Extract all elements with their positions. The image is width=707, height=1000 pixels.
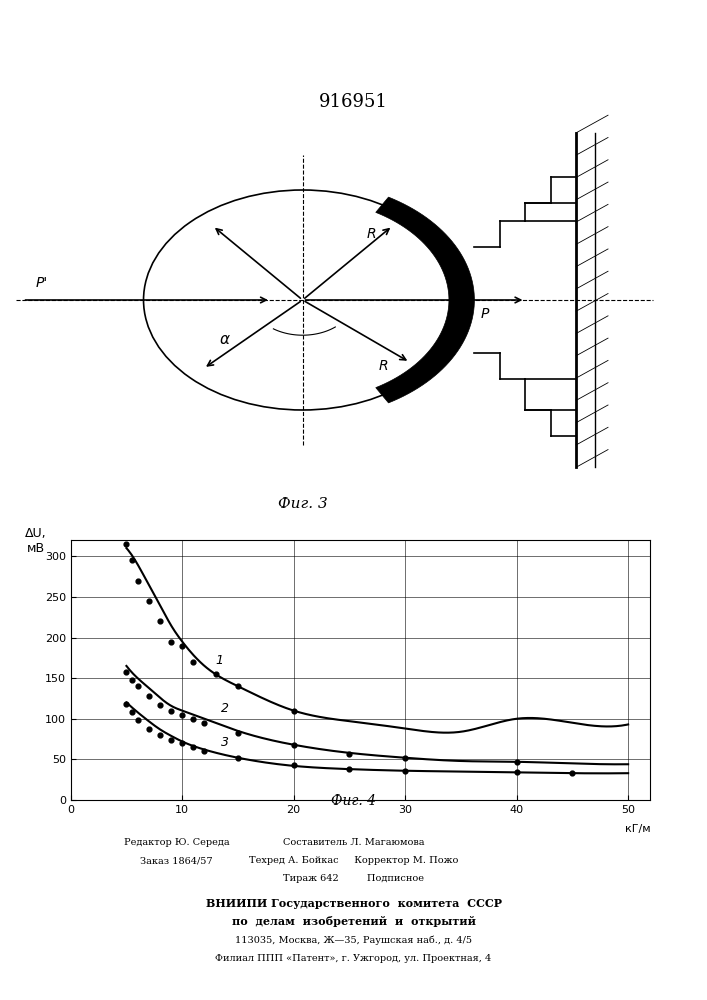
Point bbox=[288, 703, 299, 719]
Point bbox=[233, 725, 244, 741]
Text: Фиг. 4: Фиг. 4 bbox=[331, 794, 376, 808]
Text: 113035, Москва, Ж—35, Раушская наб., д. 4/5: 113035, Москва, Ж—35, Раушская наб., д. … bbox=[235, 936, 472, 945]
Point bbox=[567, 765, 578, 781]
Point bbox=[399, 763, 411, 779]
Point bbox=[210, 666, 221, 682]
Point bbox=[132, 712, 144, 728]
Text: Филиал ППП «Патент», г. Ужгород, ул. Проектная, 4: Филиал ППП «Патент», г. Ужгород, ул. Про… bbox=[216, 954, 491, 963]
Point bbox=[199, 743, 210, 759]
Point bbox=[177, 638, 188, 654]
Point bbox=[127, 704, 138, 720]
Point bbox=[121, 696, 132, 712]
Point bbox=[511, 764, 522, 780]
Point bbox=[187, 711, 199, 727]
Text: 916951: 916951 bbox=[319, 93, 388, 111]
Point bbox=[132, 678, 144, 694]
Text: P: P bbox=[481, 307, 489, 321]
Point bbox=[187, 654, 199, 670]
Point bbox=[154, 697, 165, 713]
Text: Редактор Ю. Середа: Редактор Ю. Середа bbox=[124, 838, 230, 847]
Point bbox=[199, 715, 210, 731]
Point bbox=[511, 754, 522, 770]
Point bbox=[121, 536, 132, 552]
Point bbox=[288, 737, 299, 753]
Text: P': P' bbox=[35, 276, 47, 290]
Text: R: R bbox=[366, 227, 376, 241]
Text: Составитель Л. Магаюмова: Составитель Л. Магаюмова bbox=[283, 838, 424, 847]
Polygon shape bbox=[376, 197, 474, 403]
Text: Заказ 1864/57: Заказ 1864/57 bbox=[141, 856, 213, 865]
Point bbox=[143, 720, 154, 736]
Y-axis label: ΔU,
мВ: ΔU, мВ bbox=[25, 527, 47, 555]
Point bbox=[132, 573, 144, 589]
Point bbox=[143, 688, 154, 704]
Text: Техред А. Бойкас     Корректор М. Пожо: Техред А. Бойкас Корректор М. Пожо bbox=[249, 856, 458, 865]
Point bbox=[177, 707, 188, 723]
Point bbox=[399, 750, 411, 766]
Point bbox=[165, 634, 177, 650]
Point bbox=[288, 757, 299, 773]
Point bbox=[233, 750, 244, 766]
Text: Тираж 642         Подписное: Тираж 642 Подписное bbox=[283, 874, 424, 883]
Point bbox=[165, 703, 177, 719]
Text: α: α bbox=[220, 332, 230, 347]
Text: R: R bbox=[379, 359, 389, 373]
Text: 3: 3 bbox=[221, 736, 229, 749]
Point bbox=[143, 593, 154, 609]
Point bbox=[177, 735, 188, 751]
Point bbox=[165, 732, 177, 748]
Point bbox=[344, 761, 355, 777]
Point bbox=[154, 613, 165, 629]
Point bbox=[344, 746, 355, 762]
Point bbox=[154, 727, 165, 743]
Point bbox=[121, 664, 132, 680]
Text: 1: 1 bbox=[216, 654, 223, 666]
Text: кГ/м: кГ/м bbox=[625, 824, 650, 834]
Point bbox=[127, 552, 138, 568]
Text: 2: 2 bbox=[221, 702, 229, 715]
Text: ВНИИПИ Государственного  комитета  СССР: ВНИИПИ Государственного комитета СССР bbox=[206, 898, 501, 909]
Point bbox=[187, 739, 199, 755]
Text: Фиг. 3: Фиг. 3 bbox=[278, 497, 327, 511]
Point bbox=[233, 678, 244, 694]
Text: по  делам  изобретений  и  открытий: по делам изобретений и открытий bbox=[231, 916, 476, 927]
Point bbox=[127, 672, 138, 688]
